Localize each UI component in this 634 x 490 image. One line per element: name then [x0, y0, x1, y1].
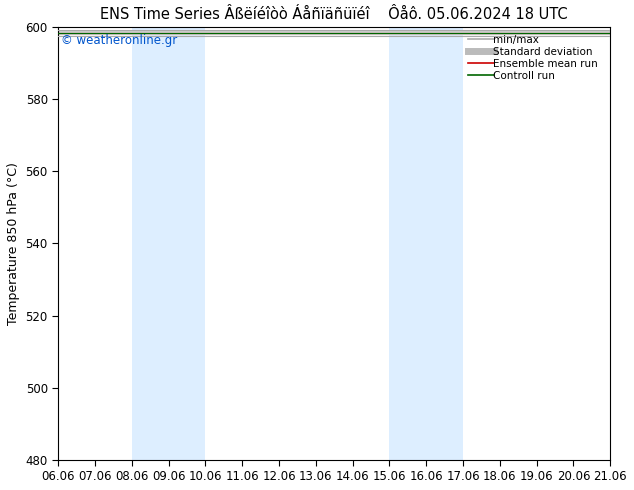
Legend: min/max, Standard deviation, Ensemble mean run, Controll run: min/max, Standard deviation, Ensemble me…: [466, 32, 605, 83]
Text: © weatheronline.gr: © weatheronline.gr: [61, 34, 177, 47]
Title: ENS Time Series Âßëíéîòò Áåñïäñüïéî    Ôåô. 05.06.2024 18 UTC: ENS Time Series Âßëíéîòò Áåñïäñüïéî Ôåô.…: [100, 7, 568, 22]
Y-axis label: Temperature 850 hPa (°C): Temperature 850 hPa (°C): [7, 162, 20, 325]
Bar: [389, 27, 463, 460]
Bar: [132, 27, 205, 460]
